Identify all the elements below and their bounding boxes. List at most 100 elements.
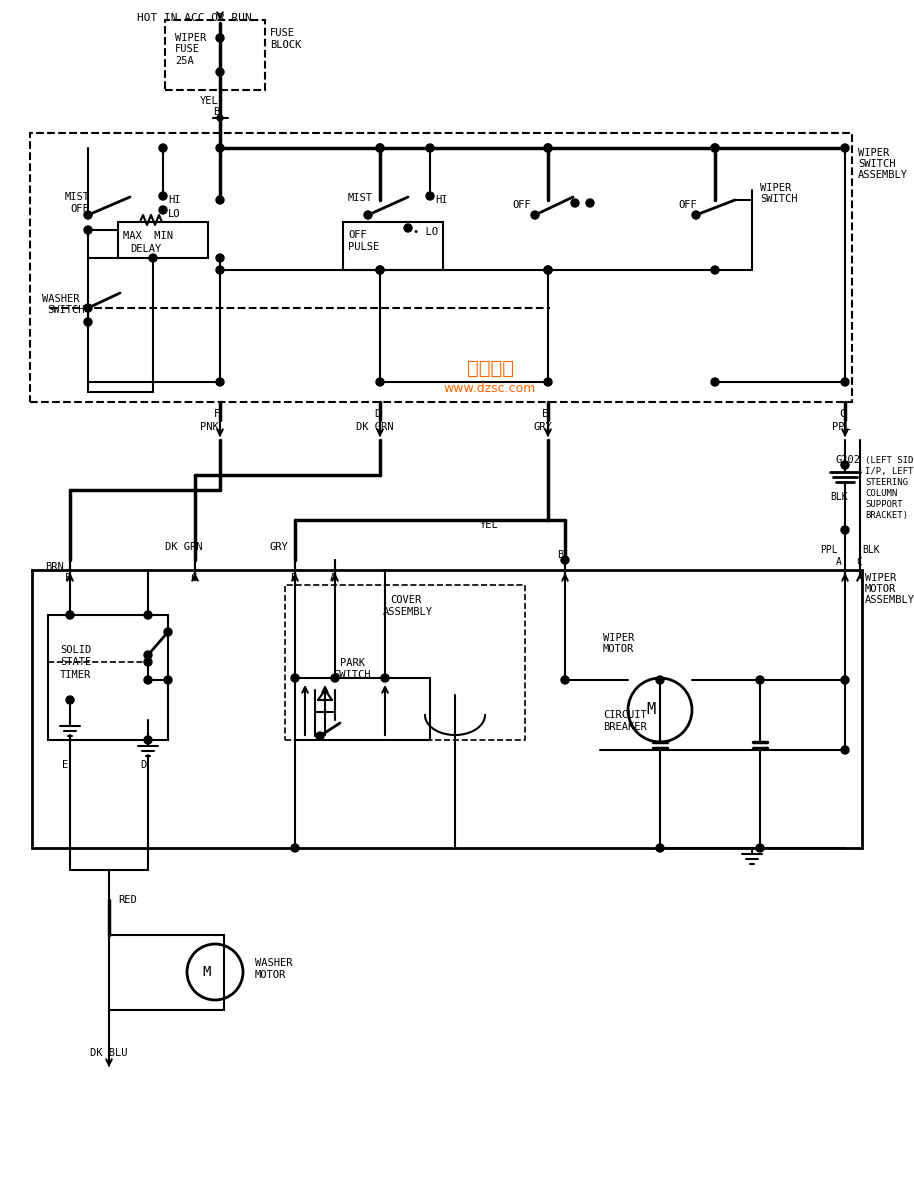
Text: WIPER: WIPER [760,183,792,193]
Circle shape [84,304,92,312]
Text: B: B [557,550,563,560]
Text: LO: LO [168,209,180,219]
Circle shape [84,212,92,219]
Text: SWITCH: SWITCH [858,160,896,169]
Circle shape [291,844,299,852]
Circle shape [841,746,849,754]
Circle shape [84,318,92,326]
Circle shape [571,199,579,207]
Text: HI: HI [435,195,448,204]
Circle shape [756,676,764,684]
Text: F: F [214,409,220,418]
Text: C: C [190,573,197,583]
Text: DK GRN: DK GRN [356,422,394,431]
Circle shape [144,611,152,619]
Text: YEL: YEL [200,96,218,106]
Text: OFF: OFF [512,200,531,210]
Text: OFF: OFF [70,204,89,214]
Circle shape [159,206,167,214]
Text: www.dzsc.com: www.dzsc.com [444,382,537,395]
Circle shape [381,674,389,682]
Circle shape [144,676,152,684]
Circle shape [756,844,764,852]
Text: MOTOR: MOTOR [255,970,286,980]
Circle shape [711,144,719,152]
Text: PPL: PPL [820,545,837,556]
Text: DK GRN: DK GRN [165,543,203,552]
Circle shape [711,266,719,274]
Circle shape [376,378,384,387]
Bar [285,585,525,740]
Circle shape [711,378,719,387]
Text: DK BLU: DK BLU [90,1048,127,1058]
Text: PARK: PARK [340,658,365,668]
Text: WASHER: WASHER [255,957,292,968]
Circle shape [544,144,552,152]
Text: RED: RED [118,895,137,905]
Circle shape [159,144,167,152]
Text: MIST: MIST [65,191,90,202]
Text: ASSEMBLY: ASSEMBLY [383,608,433,617]
Circle shape [561,676,569,684]
Circle shape [711,144,719,152]
Text: M: M [203,965,211,979]
Bar [165,20,265,90]
Text: I/P, LEFT OF: I/P, LEFT OF [865,467,914,476]
Circle shape [561,556,569,564]
Text: C: C [856,557,862,567]
Text: SWITCH: SWITCH [333,670,370,680]
Text: TIMER: TIMER [60,670,91,680]
Circle shape [164,628,172,636]
Circle shape [586,199,594,207]
Circle shape [544,266,552,274]
Text: HI: HI [168,195,180,204]
Text: OFF: OFF [678,200,696,210]
Text: • LO: • LO [413,227,438,238]
Text: BLOCK: BLOCK [270,40,302,50]
Circle shape [66,696,74,704]
Text: WIPER: WIPER [865,573,897,583]
Circle shape [144,658,152,665]
Circle shape [164,676,172,684]
Text: BLK: BLK [830,492,847,502]
Text: MOTOR: MOTOR [603,644,634,654]
Text: SUPPORT: SUPPORT [865,500,903,509]
Text: SWITCH: SWITCH [760,194,798,204]
Text: BLK: BLK [862,545,879,556]
Text: M: M [646,702,655,717]
Bar [295,678,430,740]
Bar [343,222,443,269]
Text: F: F [65,573,71,583]
Text: MOTOR: MOTOR [865,584,897,595]
Circle shape [376,144,384,152]
Text: YEL: YEL [480,520,499,530]
Circle shape [426,144,434,152]
Text: OFF: OFF [348,230,367,240]
Circle shape [291,674,299,682]
Text: BRN: BRN [45,561,64,572]
Text: FUSE: FUSE [270,28,295,38]
Bar [30,134,852,402]
Text: COLUMN: COLUMN [865,489,898,498]
Circle shape [426,191,434,200]
Circle shape [149,254,157,262]
Text: STEERING: STEERING [865,478,908,487]
Text: E: E [542,409,548,418]
Text: STATE: STATE [60,657,91,667]
Text: (LEFT SIDE OF: (LEFT SIDE OF [865,456,914,465]
Circle shape [544,266,552,274]
Text: B: B [213,108,219,117]
Circle shape [144,736,152,743]
Circle shape [159,191,167,200]
Circle shape [66,611,74,619]
Text: 维库一下: 维库一下 [466,358,514,377]
Text: A: A [836,557,842,567]
Circle shape [84,226,92,234]
Text: MAX  MIN: MAX MIN [123,230,173,241]
Circle shape [404,225,412,232]
Text: FUSE: FUSE [175,44,200,54]
Circle shape [144,651,152,660]
Text: DELAY: DELAY [130,243,161,254]
Bar [118,222,208,258]
Bar [48,615,168,740]
